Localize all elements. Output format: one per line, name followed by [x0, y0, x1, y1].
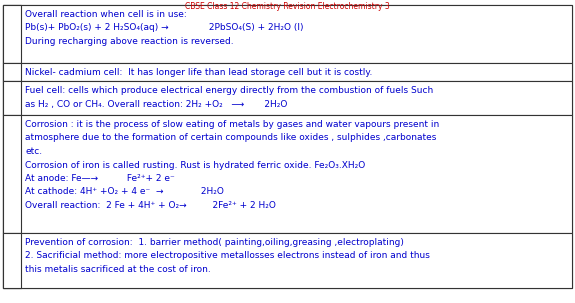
Text: Overall reaction:  2 Fe + 4H⁺ + O₂→         2Fe²⁺ + 2 H₂O: Overall reaction: 2 Fe + 4H⁺ + O₂→ 2Fe²⁺…	[25, 201, 276, 210]
Bar	[3, 115, 572, 233]
Bar	[3, 5, 21, 63]
Bar	[3, 233, 572, 288]
Text: Nickel- cadmium cell:  It has longer life than lead storage cell but it is costl: Nickel- cadmium cell: It has longer life…	[25, 68, 373, 77]
Text: atmosphere due to the formation of certain compounds like oxides , sulphides ,ca: atmosphere due to the formation of certa…	[25, 134, 436, 142]
Text: this metalis sacrificed at the cost of iron.: this metalis sacrificed at the cost of i…	[25, 265, 211, 274]
Bar	[3, 81, 572, 115]
Text: Corrosion of iron is called rusting. Rust is hydrated ferric oxide. Fe₂O₃.XH₂O: Corrosion of iron is called rusting. Rus…	[25, 161, 365, 169]
Text: 2. Sacrificial method: more electropositive metallosses electrons instead of iro: 2. Sacrificial method: more electroposit…	[25, 251, 430, 261]
Bar	[3, 5, 21, 288]
Text: At cathode: 4H⁺ +O₂ + 4 e⁻  →             2H₂O: At cathode: 4H⁺ +O₂ + 4 e⁻ → 2H₂O	[25, 188, 224, 197]
Bar	[3, 63, 572, 81]
Text: etc.: etc.	[25, 147, 42, 156]
Bar	[3, 63, 21, 81]
Text: Fuel cell: cells which produce electrical energy directly from the combustion of: Fuel cell: cells which produce electrica…	[25, 86, 433, 95]
Text: Overall reaction when cell is in use:: Overall reaction when cell is in use:	[25, 10, 187, 19]
Text: as H₂ , CO or CH₄. Overall reaction: 2H₂ +O₂   ⟶       2H₂O: as H₂ , CO or CH₄. Overall reaction: 2H₂…	[25, 99, 288, 108]
Bar	[3, 233, 21, 288]
Bar	[3, 81, 21, 115]
Text: At anode: Fe—→          Fe²⁺+ 2 e⁻: At anode: Fe—→ Fe²⁺+ 2 e⁻	[25, 174, 175, 183]
Text: Pb(s)+ PbO₂(s) + 2 H₂SO₄(aq) →              2PbSO₄(S) + 2H₂O (l): Pb(s)+ PbO₂(s) + 2 H₂SO₄(aq) → 2PbSO₄(S)…	[25, 24, 304, 32]
Text: During recharging above reaction is reversed.: During recharging above reaction is reve…	[25, 37, 233, 46]
Bar	[3, 5, 572, 63]
Text: CBSE Class 12 Chemistry Revision Electrochemistry 3: CBSE Class 12 Chemistry Revision Electro…	[185, 2, 390, 11]
Text: Corrosion : it is the process of slow eating of metals by gases and water vapour: Corrosion : it is the process of slow ea…	[25, 120, 439, 129]
Bar	[3, 115, 21, 233]
Text: Prevention of corrosion:  1. barrier method( painting,oiling,greasing ,electropl: Prevention of corrosion: 1. barrier meth…	[25, 238, 404, 247]
